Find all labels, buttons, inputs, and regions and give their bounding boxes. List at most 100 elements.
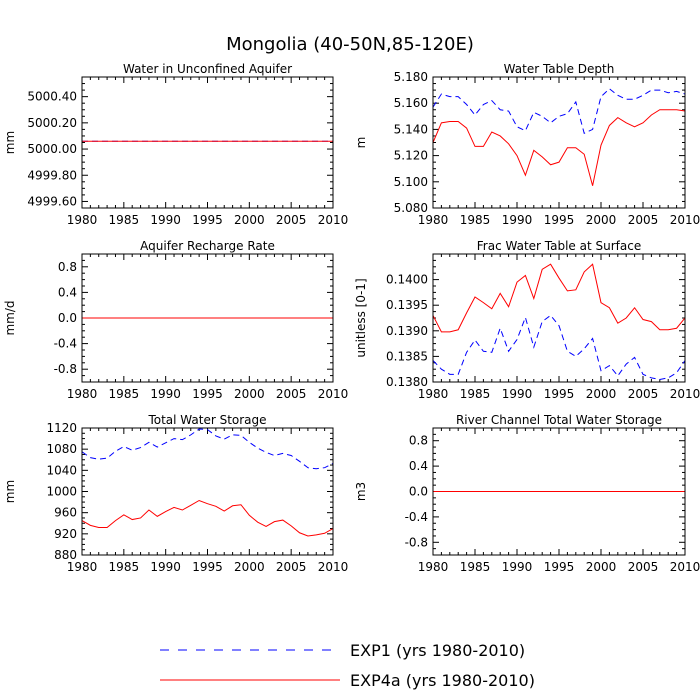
x-tick-label: 1985 — [109, 560, 140, 574]
panel: Aquifer Recharge Rate mm/d 1980 1985 1990 199… — [3, 239, 348, 401]
y-axis-label: m — [354, 137, 368, 149]
plot-frame — [81, 427, 334, 556]
y-tick-label: 1040 — [46, 463, 77, 477]
x-tick-label: 1980 — [67, 213, 98, 227]
y-tick-label: 4999.80 — [27, 168, 77, 182]
x-tick-label: 1985 — [460, 387, 491, 401]
y-axis-label: mm — [3, 480, 17, 503]
panel-grid: Water in Unconfined Aquifer mm 1980 1985 199… — [3, 62, 700, 574]
y-tick-label: 0.8 — [409, 434, 428, 448]
x-tick-label: 2000 — [234, 213, 265, 227]
x-tick-label: 1980 — [67, 560, 98, 574]
plot-frame — [432, 427, 686, 556]
figure-title: Mongolia (40-50N,85-120E) — [226, 34, 474, 55]
y-tick-label: 0.1380 — [386, 375, 428, 389]
y-tick-label: 0.1390 — [386, 324, 428, 338]
y-tick-label: 1000 — [46, 485, 77, 499]
x-tick-label: 1985 — [460, 213, 491, 227]
panel-title: Total Water Storage — [147, 413, 266, 427]
panel: Frac Water Table at Surface unitless [0-1… — [354, 239, 700, 401]
y-tick-label: -0.8 — [54, 362, 77, 376]
y-tick-label: 0.4 — [58, 285, 77, 299]
x-tick-label: 1985 — [109, 387, 140, 401]
x-tick-label: 2000 — [586, 213, 617, 227]
x-tick-label: 1980 — [418, 387, 449, 401]
panel: Water in Unconfined Aquifer mm 1980 1985 199… — [3, 62, 348, 227]
series-line — [433, 109, 685, 186]
x-tick-label: 2010 — [670, 213, 700, 227]
panel-title: Aquifer Recharge Rate — [140, 239, 275, 253]
y-tick-label: 5.140 — [394, 122, 428, 136]
plot-frame — [432, 253, 686, 383]
x-tick-label: 2010 — [670, 560, 700, 574]
x-tick-label: 2010 — [670, 387, 700, 401]
y-tick-label: 5000.20 — [27, 116, 77, 130]
series-line — [433, 88, 685, 135]
panel: River Channel Total Water Storage m3 1980 1… — [354, 413, 700, 574]
y-tick-label: 5.080 — [394, 201, 428, 215]
x-tick-label: 2000 — [234, 560, 265, 574]
x-tick-label: 1990 — [502, 213, 533, 227]
y-tick-label: 0.1385 — [386, 349, 428, 363]
y-tick-label: -0.4 — [54, 337, 77, 351]
x-tick-label: 1990 — [150, 387, 181, 401]
x-tick-label: 2000 — [586, 560, 617, 574]
panel: Water Table Depth m 1980 1985 1990 1995 2000 20… — [354, 62, 700, 227]
y-tick-label: 1080 — [46, 442, 77, 456]
x-tick-label: 1995 — [544, 213, 575, 227]
series-line — [433, 314, 685, 380]
x-tick-label: 2005 — [276, 560, 307, 574]
x-tick-label: 2005 — [628, 213, 659, 227]
x-tick-label: 1990 — [502, 387, 533, 401]
panel: Total Water Storage mm 1980 1985 1990 1995 200… — [3, 413, 348, 574]
x-tick-label: 1995 — [192, 387, 223, 401]
x-tick-label: 1995 — [192, 213, 223, 227]
y-axis-label: unitless [0-1] — [354, 278, 368, 357]
x-tick-label: 2005 — [276, 213, 307, 227]
y-axis-label: mm/d — [3, 300, 17, 335]
plot-frame — [432, 76, 686, 209]
x-tick-label: 1990 — [150, 213, 181, 227]
y-tick-label: 5.160 — [394, 96, 428, 110]
y-tick-label: 920 — [54, 527, 77, 541]
x-tick-label: 2000 — [234, 387, 265, 401]
x-tick-label: 2005 — [628, 560, 659, 574]
y-tick-label: -0.8 — [405, 535, 428, 549]
x-tick-label: 1980 — [418, 213, 449, 227]
panel-title: Water Table Depth — [504, 62, 615, 76]
y-tick-label: 880 — [54, 548, 77, 562]
panel-title: River Channel Total Water Storage — [456, 413, 662, 427]
x-tick-label: 2010 — [318, 387, 349, 401]
y-tick-label: 0.1400 — [386, 273, 428, 287]
y-tick-label: 5000.00 — [27, 142, 77, 156]
x-tick-label: 2010 — [318, 560, 349, 574]
x-tick-label: 1990 — [150, 560, 181, 574]
y-tick-label: 0.4 — [409, 459, 428, 473]
series-line — [82, 499, 333, 537]
y-tick-label: -0.4 — [405, 510, 428, 524]
x-tick-label: 1995 — [544, 560, 575, 574]
y-axis-label: m3 — [354, 482, 368, 501]
x-tick-label: 1980 — [418, 560, 449, 574]
y-tick-label: 0.0 — [58, 311, 77, 325]
y-tick-label: 5000.40 — [27, 90, 77, 104]
y-tick-label: 5.100 — [394, 175, 428, 189]
y-tick-label: 5.180 — [394, 70, 428, 84]
y-tick-label: 0.8 — [58, 260, 77, 274]
series-line — [433, 263, 685, 333]
panel-title: Water in Unconfined Aquifer — [123, 62, 292, 76]
x-tick-label: 1985 — [109, 213, 140, 227]
y-tick-label: 5.120 — [394, 149, 428, 163]
x-tick-label: 1990 — [502, 560, 533, 574]
x-tick-label: 1985 — [460, 560, 491, 574]
y-tick-label: 0.1395 — [386, 298, 428, 312]
series-line — [82, 428, 333, 470]
panel-title: Frac Water Table at Surface — [477, 239, 641, 253]
x-tick-label: 2005 — [276, 387, 307, 401]
legend-label: EXP1 (yrs 1980-2010) — [350, 641, 525, 660]
plot-frame — [81, 253, 334, 383]
x-tick-label: 2010 — [318, 213, 349, 227]
y-tick-label: 1120 — [46, 421, 77, 435]
y-axis-label: mm — [3, 131, 17, 154]
